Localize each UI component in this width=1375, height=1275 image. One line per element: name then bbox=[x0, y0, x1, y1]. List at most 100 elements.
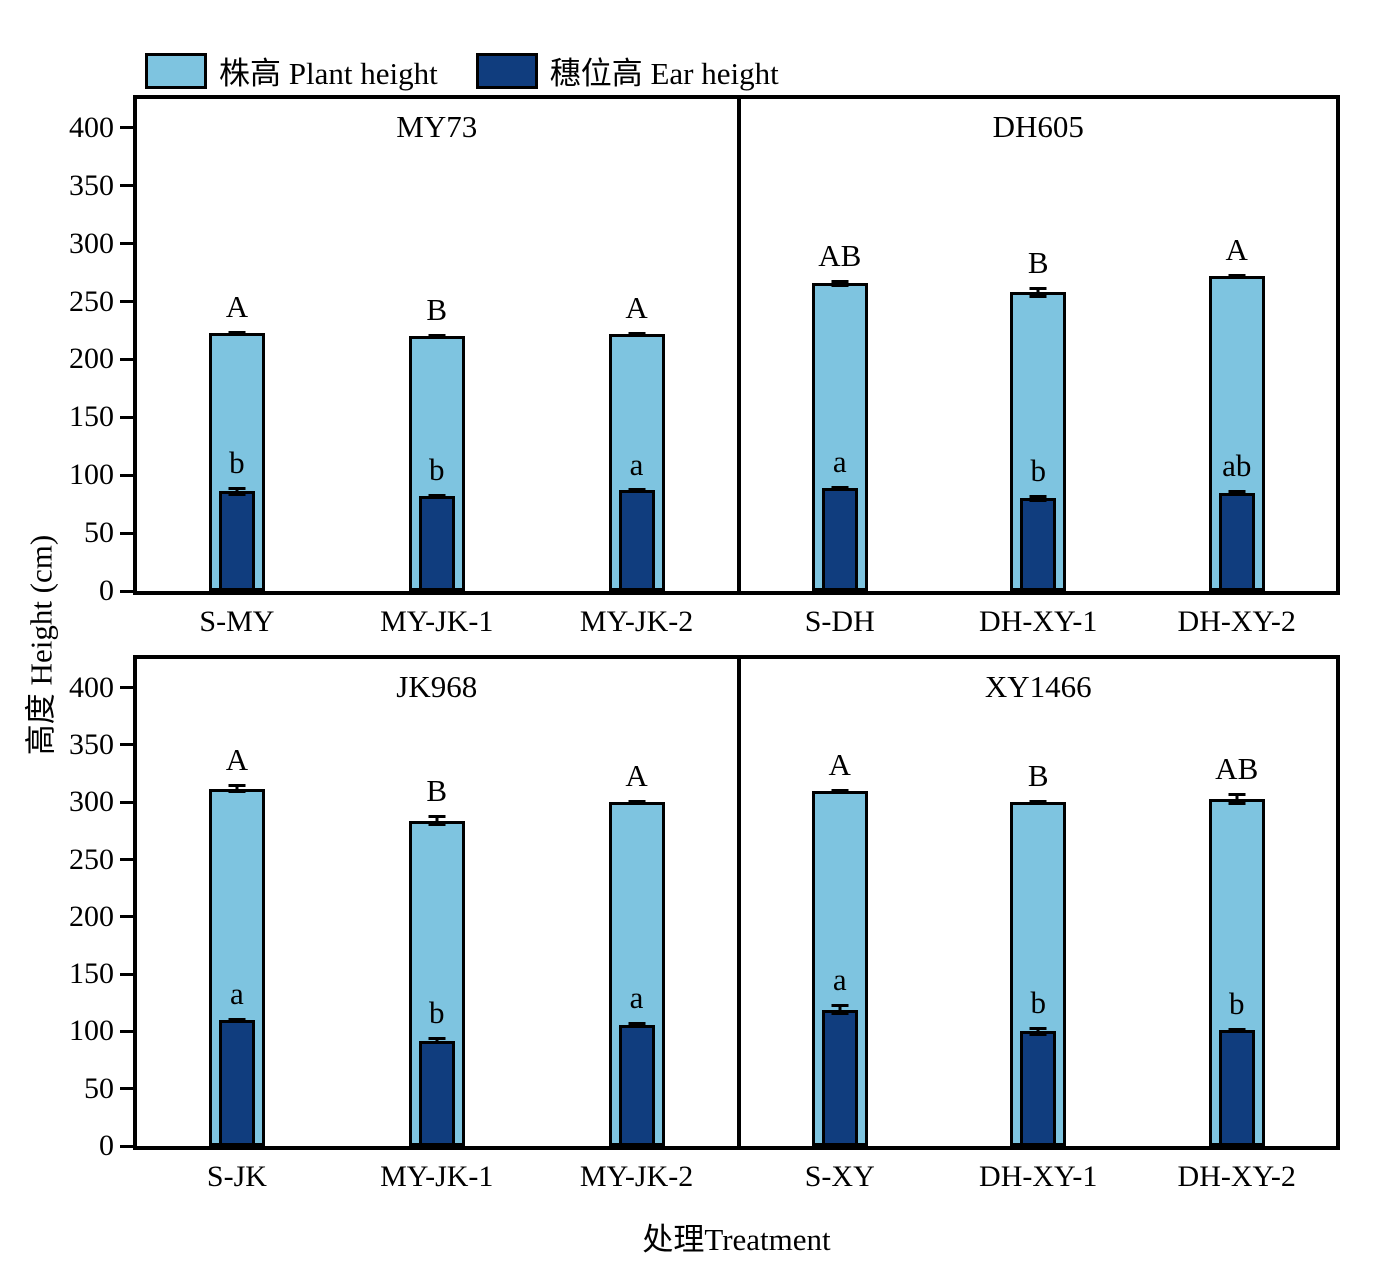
error-bar-cap-bottom bbox=[831, 790, 849, 794]
category-label: MY-JK-2 bbox=[579, 605, 694, 638]
category-label: S-MY bbox=[199, 605, 275, 638]
error-bar-cap-top bbox=[228, 330, 246, 334]
error-bar-cap-bottom bbox=[831, 283, 849, 287]
y-tick-label: 300 bbox=[69, 785, 114, 819]
bar-ear-height bbox=[821, 487, 858, 591]
error-bar-cap-top bbox=[628, 1022, 646, 1026]
error-bar bbox=[235, 783, 239, 794]
error-bar-cap-top bbox=[831, 788, 849, 792]
bar-ear-height bbox=[418, 1040, 455, 1146]
error-bar-cap-bottom bbox=[1029, 801, 1047, 805]
error-bar-cap-top bbox=[1228, 490, 1246, 494]
error-bar-cap-top bbox=[1029, 1026, 1047, 1030]
error-bar-cap-bottom bbox=[428, 495, 446, 499]
bar-ear-height bbox=[1020, 1031, 1057, 1146]
significance-letter: B bbox=[1027, 244, 1049, 280]
bar-ear-height bbox=[1218, 1030, 1255, 1146]
y-tick-mark bbox=[120, 686, 133, 690]
significance-letter: a bbox=[832, 443, 847, 479]
category-label: S-JK bbox=[206, 1160, 267, 1193]
y-tick-mark bbox=[120, 415, 133, 419]
significance-letter: B bbox=[1027, 757, 1049, 793]
error-bar bbox=[435, 814, 439, 827]
y-tick-mark bbox=[120, 126, 133, 130]
error-bar-cap-top bbox=[831, 279, 849, 283]
y-tick-label: 150 bbox=[69, 400, 114, 434]
panel-title: XY1466 bbox=[984, 669, 1092, 704]
significance-letter: A bbox=[625, 757, 648, 793]
error-bar bbox=[838, 279, 842, 287]
error-bar-cap-bottom bbox=[1228, 275, 1246, 279]
y-tick-label: 50 bbox=[84, 1071, 114, 1105]
y-tick-label: 350 bbox=[69, 727, 114, 761]
error-bar-cap-bottom bbox=[428, 1041, 446, 1045]
bar-ear-height bbox=[1020, 498, 1057, 591]
y-tick-label: 100 bbox=[69, 1014, 114, 1048]
error-bar-cap-top bbox=[1228, 793, 1246, 797]
error-bar-cap-bottom bbox=[831, 487, 849, 491]
category-label: MY-JK-1 bbox=[380, 605, 494, 638]
error-bar-cap-bottom bbox=[228, 332, 246, 336]
y-tick-label: 150 bbox=[69, 957, 114, 991]
category-label: S-DH bbox=[804, 605, 875, 638]
error-bar-cap-bottom bbox=[428, 823, 446, 827]
legend-label-ear-height: 穗位高 Ear height bbox=[549, 56, 779, 91]
significance-letter: A bbox=[625, 289, 648, 325]
y-tick-mark bbox=[120, 300, 133, 304]
bar-group: AB b DH-XY-2 bbox=[1137, 659, 1335, 1193]
error-bar-cap-top bbox=[428, 334, 446, 338]
y-tick-mark bbox=[120, 473, 133, 477]
y-tick-mark bbox=[120, 357, 133, 361]
legend-swatch-plant-height bbox=[145, 52, 207, 89]
error-bar-cap-bottom bbox=[1029, 295, 1047, 299]
significance-letter: AB bbox=[818, 237, 862, 273]
y-tick-mark bbox=[120, 972, 133, 976]
bar-ear-height bbox=[618, 1024, 655, 1146]
error-bar-cap-top bbox=[428, 814, 446, 818]
error-bar-cap-bottom bbox=[628, 801, 646, 805]
y-tick-label: 100 bbox=[69, 458, 114, 492]
error-bar-cap-top bbox=[1228, 273, 1246, 277]
significance-letter: b bbox=[229, 444, 245, 480]
y-tick-mark bbox=[120, 1087, 133, 1091]
error-bar-cap-top bbox=[831, 1003, 849, 1007]
error-bar-cap-top bbox=[831, 485, 849, 489]
error-bar-cap-top bbox=[1029, 799, 1047, 803]
bar-ear-height bbox=[418, 496, 455, 591]
error-bar-cap-bottom bbox=[1228, 1029, 1246, 1033]
error-bar-cap-top bbox=[1029, 494, 1047, 498]
y-tick-label: 250 bbox=[69, 842, 114, 876]
significance-letter: A bbox=[828, 746, 851, 782]
error-bar-cap-bottom bbox=[1029, 498, 1047, 502]
x-axis-title: 处理Treatment bbox=[642, 1222, 831, 1257]
bar-ear-height bbox=[218, 1019, 255, 1146]
panel-title: DH605 bbox=[992, 109, 1084, 144]
bar-ear-height bbox=[821, 1009, 858, 1146]
bar-ear-height bbox=[618, 490, 655, 591]
significance-letter: B bbox=[426, 292, 448, 328]
significance-letter: AB bbox=[1215, 751, 1259, 787]
error-bar-cap-bottom bbox=[228, 1019, 246, 1023]
error-bar-cap-bottom bbox=[228, 493, 246, 497]
error-bar-cap-bottom bbox=[1228, 491, 1246, 495]
panel-title: JK968 bbox=[396, 669, 478, 704]
error-bar-cap-bottom bbox=[1228, 801, 1246, 805]
significance-letter: A bbox=[225, 288, 249, 324]
y-tick-mark bbox=[120, 915, 133, 919]
significance-letter: b bbox=[1030, 984, 1046, 1020]
y-axis-title: 高度 Height (cm) bbox=[23, 534, 59, 756]
y-tick-label: 400 bbox=[69, 670, 114, 704]
y-tick-mark bbox=[120, 589, 133, 593]
significance-letter: a bbox=[832, 961, 847, 997]
y-tick-mark bbox=[120, 242, 133, 246]
